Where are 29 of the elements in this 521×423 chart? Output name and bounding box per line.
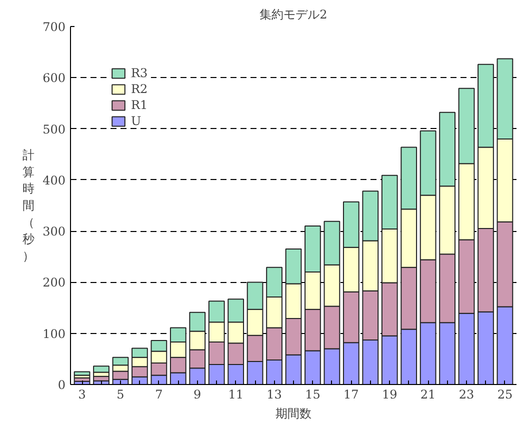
legend-label: U: [131, 114, 142, 128]
legend-label: R2: [131, 82, 149, 96]
x-tick-label: 23: [458, 388, 474, 402]
x-tick-label: 11: [228, 388, 244, 402]
y-tick-label: 300: [42, 224, 66, 239]
bar: [74, 371, 90, 376]
y-tick-label: 200: [42, 276, 66, 290]
y-tick-label: 100: [42, 326, 66, 341]
chart-title: 集約モデル2: [260, 8, 328, 22]
y-tick-label: 500: [42, 122, 66, 136]
x-tick-label: 15: [305, 388, 320, 402]
x-tick-label: 19: [382, 388, 398, 402]
x-tick-label: 25: [497, 388, 513, 402]
x-tick-label: 5: [116, 388, 124, 402]
y-tick-label: 400: [42, 173, 66, 188]
y-tick-label: 600: [42, 71, 66, 86]
legend-label: R3: [131, 66, 149, 80]
x-tick-label: 9: [194, 388, 202, 402]
x-tick-label: 7: [155, 388, 163, 402]
y-axis-title: 計算時間（秒）: [22, 148, 35, 263]
x-axis-title: 期間数: [276, 406, 312, 420]
x-tick-label: 21: [420, 388, 436, 402]
bar: [93, 366, 110, 373]
y-tick-label: 0: [58, 378, 66, 392]
legend-label: R1: [131, 98, 149, 112]
x-tick-label: 17: [344, 388, 359, 402]
x-tick-label: 3: [78, 388, 86, 402]
y-tick-label: 700: [42, 20, 66, 34]
x-tick-label: 13: [266, 388, 282, 402]
